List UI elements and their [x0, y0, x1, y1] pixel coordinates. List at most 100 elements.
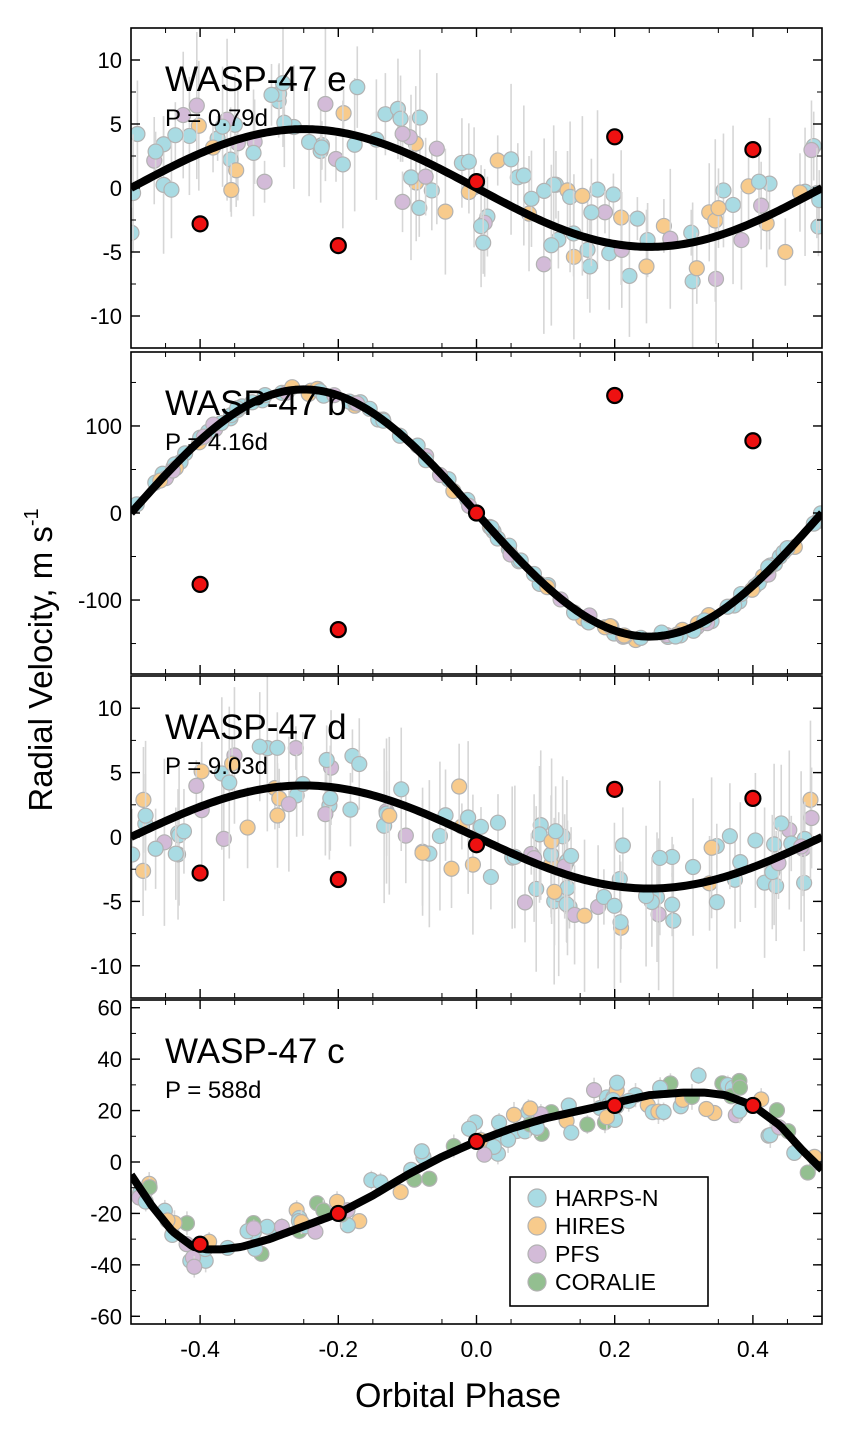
data-point-pfs [394, 193, 411, 210]
data-point-pfs [215, 830, 232, 847]
y-tick-label: 100 [85, 414, 122, 439]
data-point-harps-n [342, 801, 359, 818]
data-point-hires [381, 807, 398, 824]
panel-title: WASP-47 b [165, 384, 347, 423]
panel-1: -10 -5 0 5 10 WASP-47 e P = 0.79d [90, 27, 823, 349]
data-point-pfs [753, 197, 770, 214]
data-point-harps-n [747, 832, 764, 849]
data-point-hires [576, 907, 593, 924]
data-point-hires [392, 1183, 409, 1201]
data-point-harps-n [402, 169, 420, 186]
data-point-harps-n [460, 809, 477, 826]
data-point-hires [443, 860, 460, 877]
data-point-harps-n [411, 199, 428, 216]
plot-area [131, 1066, 822, 1278]
data-point-harps-n [589, 181, 606, 198]
data-point-hires [703, 839, 720, 856]
data-point-harps-n [655, 1103, 672, 1121]
data-point-harps-n [621, 267, 638, 285]
data-point-harps-n [543, 237, 560, 254]
data-point-hires [546, 883, 563, 900]
highlight-point [329, 870, 347, 889]
data-point-harps-n [131, 125, 146, 143]
panel-subtitle: P = 4.16d [165, 429, 268, 456]
data-point-harps-n [245, 144, 262, 161]
data-point-pfs [397, 827, 414, 844]
y-tick-label: 0 [110, 501, 122, 526]
data-point-harps-n [664, 896, 681, 913]
x-axis-label: Orbital Phase [355, 1377, 561, 1415]
data-point-harps-n [322, 790, 339, 807]
highlight-point [606, 780, 624, 798]
data-point-hires [698, 1100, 715, 1118]
data-point-harps-n [629, 210, 646, 227]
data-point-harps-n [595, 888, 613, 906]
data-point-harps-n [349, 79, 366, 96]
data-point-coralie [799, 1164, 816, 1181]
legend-label: PFS [555, 1241, 600, 1267]
data-point-pfs [585, 1082, 603, 1099]
y-tick-label: 20 [98, 1099, 122, 1124]
x-tick-label: 0.0 [461, 1336, 493, 1362]
data-point-harps-n [583, 204, 600, 221]
data-point-pfs [245, 1220, 262, 1237]
data-point-pfs [188, 97, 205, 114]
y-tick-label: -100 [78, 588, 122, 613]
data-point-pfs [317, 806, 334, 823]
data-point-harps-n [612, 914, 629, 931]
data-point-hires [710, 200, 727, 217]
highlight-point [191, 215, 209, 233]
plot-area [131, 676, 822, 997]
data-point-pfs [535, 256, 552, 273]
y-tick-label: 10 [98, 696, 122, 721]
data-point-hires [135, 791, 152, 808]
data-point-harps-n [562, 847, 580, 865]
data-point-hires [522, 1100, 539, 1117]
legend-label: HARPS-N [555, 1185, 659, 1211]
data-point-harps-n [460, 153, 477, 170]
y-tick-label: 60 [98, 996, 122, 1021]
data-point-hires [464, 856, 482, 873]
y-tick-label: -10 [90, 304, 122, 329]
data-point-harps-n [411, 109, 428, 126]
legend-label: CORALIE [555, 1269, 656, 1295]
data-point-hires [451, 778, 468, 795]
data-point-harps-n [214, 118, 231, 135]
highlight-point [329, 1204, 347, 1223]
y-tick-label: 40 [98, 1047, 122, 1072]
data-point-pfs [280, 796, 297, 813]
x-tick-label: -0.4 [180, 1336, 220, 1362]
data-point-harps-n [665, 912, 682, 929]
data-point-harps-n [482, 868, 500, 886]
data-point-hires [224, 755, 241, 772]
panel-subtitle: P = 9.03d [165, 753, 268, 780]
data-point-harps-n [163, 181, 180, 198]
x-tick-label: -0.2 [318, 1336, 358, 1362]
legend-marker [527, 1188, 547, 1208]
data-point-harps-n [502, 151, 520, 168]
y-tick-label: 5 [110, 761, 122, 786]
data-point-hires [489, 152, 506, 169]
data-point-hires [505, 1106, 523, 1123]
data-point-harps-n [251, 738, 268, 755]
y-axis-label: Radial Velocity, m s-1 [21, 508, 59, 811]
data-point-harps-n [147, 143, 164, 160]
y-tick-label: 0 [110, 1150, 122, 1175]
data-point-harps-n [547, 823, 564, 840]
panel-subtitle: P = 0.79d [165, 105, 268, 132]
data-point-pfs [516, 894, 534, 911]
panel-4: -60 -40 -20 0 20 40 60 -0.4 -0.2 0.0 0.2 0.4 WASP-47… [90, 996, 823, 1362]
legend-marker [527, 1216, 547, 1236]
data-point-harps-n [608, 1074, 626, 1091]
panel-3: -10 -5 0 5 10 WASP-47 d P = 9.03d [90, 675, 823, 999]
y-tick-label: 0 [110, 176, 122, 201]
highlight-point [744, 432, 762, 450]
highlight-point [467, 1132, 486, 1151]
data-point-harps-n [313, 139, 330, 156]
y-tick-label: -5 [102, 889, 122, 914]
highlight-point [744, 1096, 762, 1115]
data-point-harps-n [472, 818, 490, 835]
